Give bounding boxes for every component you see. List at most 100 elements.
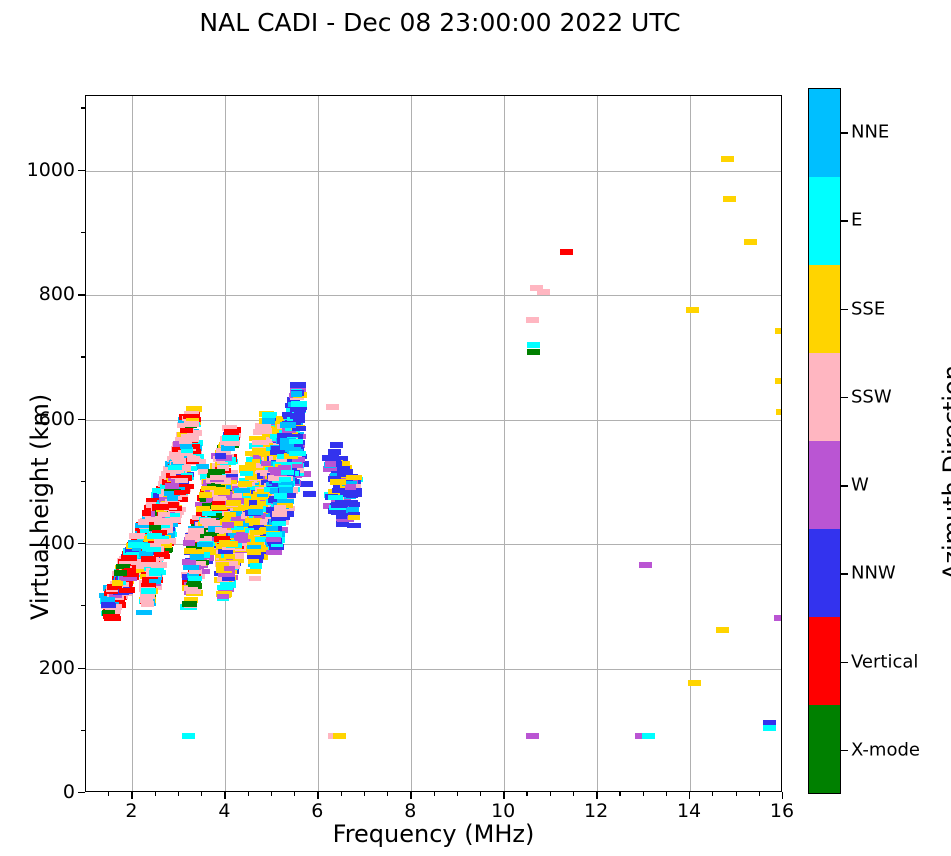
echo-mark bbox=[335, 456, 349, 463]
gridline-vertical bbox=[132, 96, 134, 791]
echo-mark bbox=[224, 440, 241, 446]
echo-mark bbox=[252, 454, 264, 461]
x-tick-label: 10 bbox=[491, 800, 516, 822]
azimuth-colorbar[interactable] bbox=[808, 88, 841, 794]
colorbar-segment-vertical[interactable] bbox=[809, 617, 840, 705]
x-tick-label: 16 bbox=[769, 800, 795, 822]
echo-mark bbox=[238, 505, 255, 511]
colorbar-segment-ssw[interactable] bbox=[809, 353, 840, 441]
echo-mark bbox=[348, 511, 360, 518]
x-tick-label: 8 bbox=[404, 800, 417, 822]
echo-mark bbox=[221, 575, 235, 582]
x-tick-minor bbox=[340, 792, 342, 796]
x-tick-minor bbox=[108, 792, 110, 796]
echo-mark bbox=[331, 487, 348, 494]
echo-mark bbox=[774, 614, 781, 621]
echo-mark bbox=[166, 495, 179, 502]
echo-mark bbox=[280, 492, 297, 499]
echo-mark bbox=[271, 516, 286, 522]
colorbar-label-w: W bbox=[851, 474, 869, 496]
colorbar-tick bbox=[841, 308, 848, 311]
echo-mark bbox=[743, 239, 757, 246]
echo-mark bbox=[302, 491, 316, 498]
y-tick-label: 600 bbox=[38, 407, 75, 430]
echo-mark bbox=[344, 500, 359, 506]
echo-mark bbox=[188, 448, 202, 455]
echo-mark bbox=[201, 549, 218, 555]
echo-mark bbox=[218, 571, 235, 577]
echo-mark bbox=[526, 349, 540, 356]
echo-mark bbox=[183, 585, 199, 592]
echo-mark bbox=[239, 478, 252, 484]
echo-mark bbox=[113, 570, 127, 576]
echo-mark bbox=[271, 511, 288, 517]
echo-mark bbox=[140, 597, 154, 604]
echo-mark bbox=[280, 437, 297, 444]
echo-mark bbox=[251, 448, 268, 454]
echo-mark bbox=[199, 492, 213, 498]
echo-mark bbox=[336, 465, 350, 472]
x-tick-label: 2 bbox=[125, 800, 138, 822]
echo-mark bbox=[183, 564, 199, 571]
echo-mark bbox=[182, 413, 200, 420]
echo-mark bbox=[255, 423, 271, 429]
colorbar-segment-x-mode[interactable] bbox=[809, 705, 840, 793]
x-tick-minor bbox=[479, 792, 482, 796]
echo-mark bbox=[247, 509, 264, 515]
echo-mark bbox=[335, 521, 349, 528]
echo-mark bbox=[253, 513, 266, 519]
echo-mark bbox=[101, 597, 116, 603]
echo-mark bbox=[330, 509, 342, 516]
echo-mark bbox=[168, 464, 182, 471]
echo-mark bbox=[251, 494, 268, 500]
echo-mark bbox=[277, 433, 293, 439]
echo-mark bbox=[525, 732, 539, 739]
echo-mark bbox=[248, 558, 260, 564]
echo-mark bbox=[138, 519, 154, 525]
echo-mark bbox=[161, 527, 174, 534]
echo-mark bbox=[265, 549, 282, 556]
echo-mark bbox=[185, 543, 202, 549]
x-tick-minor bbox=[154, 792, 156, 796]
echo-mark bbox=[141, 601, 154, 607]
colorbar-tick bbox=[841, 396, 848, 399]
echo-mark bbox=[271, 541, 283, 547]
echo-mark bbox=[181, 433, 194, 440]
colorbar-segment-e[interactable] bbox=[809, 177, 840, 265]
echo-mark bbox=[174, 489, 186, 496]
echo-mark bbox=[293, 409, 306, 416]
echo-mark bbox=[206, 496, 219, 503]
echo-mark bbox=[228, 532, 241, 538]
echo-scatter-layer bbox=[86, 96, 781, 791]
x-tick-mark bbox=[596, 792, 598, 799]
echo-mark bbox=[121, 555, 137, 561]
echo-mark bbox=[233, 487, 251, 494]
x-tick-mark bbox=[782, 792, 784, 799]
echo-mark bbox=[337, 471, 349, 477]
echo-mark bbox=[223, 553, 235, 560]
echo-mark bbox=[282, 411, 298, 418]
echo-mark bbox=[530, 284, 544, 291]
echo-mark bbox=[322, 455, 340, 461]
echo-mark bbox=[230, 524, 244, 530]
gridline-vertical bbox=[597, 96, 599, 791]
echo-mark bbox=[185, 417, 200, 424]
echo-mark bbox=[327, 476, 341, 482]
echo-mark bbox=[292, 381, 306, 388]
echo-mark bbox=[222, 435, 239, 441]
echo-mark bbox=[135, 522, 151, 529]
echo-mark bbox=[220, 581, 232, 588]
colorbar-segment-nnw[interactable] bbox=[809, 529, 840, 617]
echo-mark bbox=[639, 562, 653, 569]
echo-mark bbox=[175, 477, 188, 484]
echo-mark bbox=[140, 528, 156, 534]
colorbar-segment-sse[interactable] bbox=[809, 265, 840, 353]
echo-mark bbox=[100, 602, 116, 609]
echo-mark bbox=[261, 418, 275, 424]
x-tick-minor bbox=[270, 792, 273, 796]
colorbar-segment-w[interactable] bbox=[809, 441, 840, 529]
colorbar-segment-nne[interactable] bbox=[809, 89, 840, 177]
echo-mark bbox=[347, 491, 363, 497]
echo-mark bbox=[279, 476, 292, 483]
x-tick-minor bbox=[294, 792, 296, 796]
